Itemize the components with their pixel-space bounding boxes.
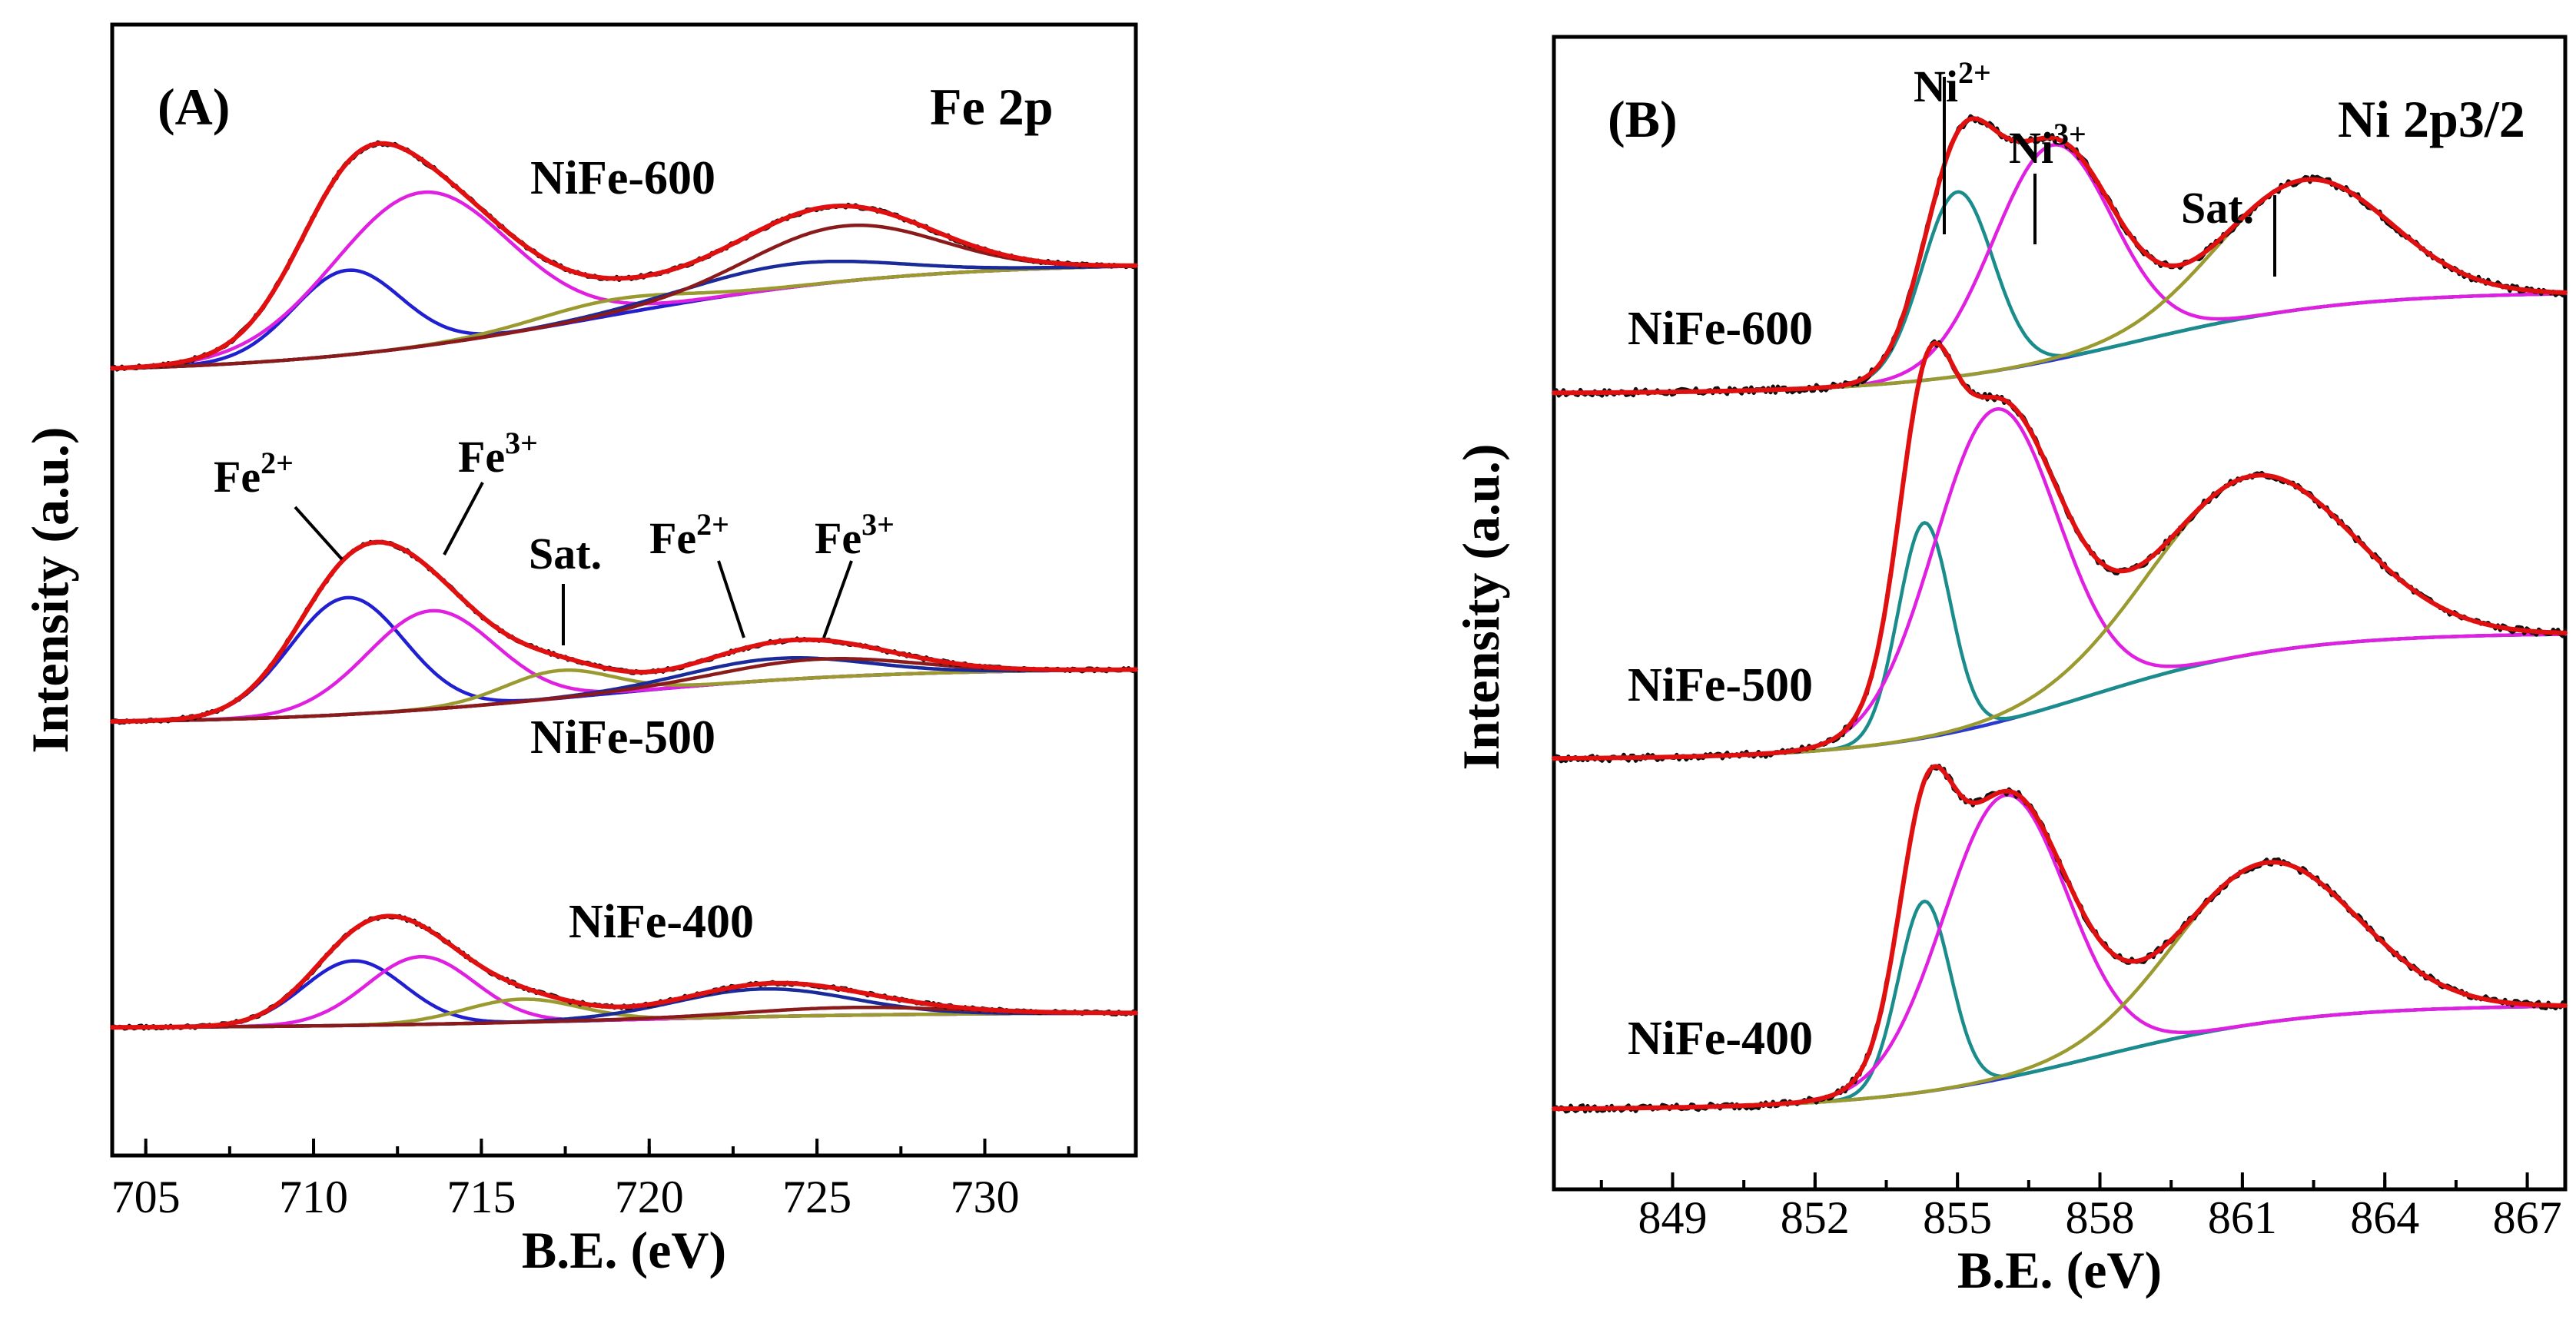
spectrum-NiFe-600 [110, 140, 1138, 372]
annotation-pointer [294, 506, 344, 561]
panel-b-ni2p: 849 852 855 858 861 864 867 (B) Ni 2p3/2 NiFe-… [1452, 35, 2568, 1299]
envelope-fit [1552, 764, 2568, 1112]
annotation-base: Fe [458, 432, 505, 482]
panel-b-annotation-sat: Sat. [2181, 183, 2276, 277]
panel-a-sample-label-400: NiFe-400 [569, 896, 754, 948]
x-tick-label: 715 [446, 1172, 516, 1222]
envelope-fit [1552, 116, 2568, 396]
svg-text:Ni3+: Ni3+ [2009, 117, 2086, 173]
panel-a-frame [110, 22, 1138, 1158]
annotation-base: Fe [214, 452, 261, 502]
panel-a-y-axis-title: Intensity (a.u.) [21, 426, 79, 753]
panel-b-sample-label-600: NiFe-600 [1628, 303, 1813, 355]
x-tick-label: 861 [2208, 1192, 2277, 1243]
svg-text:Fe3+: Fe3+ [815, 507, 895, 563]
component-peak-sat- [1552, 177, 2568, 395]
panel-a-annotation-sat: Sat. [529, 529, 602, 645]
svg-text:Fe2+: Fe2+ [649, 507, 729, 563]
x-tick-label: 855 [1923, 1192, 1992, 1243]
envelope-fit [110, 141, 1138, 371]
x-tick-label: 710 [279, 1172, 348, 1222]
x-tick-label: 864 [2350, 1192, 2419, 1243]
envelope-fit [110, 914, 1138, 1030]
svg-text:Fe3+: Fe3+ [458, 426, 538, 482]
spectrum-NiFe-500 [110, 539, 1138, 725]
panel-b-plot-area [1552, 114, 2568, 1114]
annotation-base: Ni [2009, 123, 2053, 173]
annotation-pointer [443, 482, 484, 555]
x-tick-label: 705 [111, 1172, 181, 1222]
component-peak-ni2- [1552, 899, 2568, 1111]
panel-b-element-title: Ni 2p3/2 [2338, 90, 2525, 148]
annotation-superscript: 3+ [505, 426, 538, 460]
panel-b-sample-label-500: NiFe-500 [1628, 659, 1813, 711]
panel-a-x-ticks: 705 710 715 720 725 730 [111, 1139, 1071, 1222]
spectrum-NiFe-400 [110, 914, 1138, 1031]
annotation-superscript: 3+ [861, 507, 895, 542]
annotation-superscript: 3+ [2053, 117, 2086, 151]
background-curve [110, 264, 1138, 371]
panel-b-x-ticks: 849 852 855 858 861 864 867 [1599, 1172, 2562, 1243]
annotation-pointer [822, 560, 853, 638]
panel-b-annotation-ni2: Ni2+ [1914, 55, 1991, 234]
x-tick-label: 720 [615, 1172, 684, 1222]
annotation-base: Fe [649, 513, 696, 563]
svg-text:Fe2+: Fe2+ [214, 446, 294, 502]
x-tick-label: 725 [782, 1172, 851, 1222]
panel-b-frame [1552, 35, 2568, 1192]
annotation-superscript: 2+ [696, 507, 729, 542]
x-tick-label: 849 [1638, 1192, 1707, 1243]
panel-b-annotation-ni3: Ni3+ [2009, 117, 2086, 244]
component-peak-fe2-2p3-2 [110, 264, 1138, 371]
annotation-superscript: 2+ [1958, 55, 1991, 90]
panel-b-y-axis-title: Intensity (a.u.) [1452, 443, 1510, 770]
component-peak-sat- [1552, 860, 2568, 1111]
panel-a-element-title: Fe 2p [930, 78, 1054, 136]
panel-a-fe2p: 705 710 715 720 725 730 (A) Fe 2p NiFe-600 Ni… [21, 22, 1138, 1279]
spectrum-NiFe-600 [1552, 114, 2568, 398]
svg-text:Ni2+: Ni2+ [1914, 55, 1991, 111]
component-peak-fe3-2p1-2 [110, 223, 1138, 371]
component-peak-fe2-2p3-2 [110, 595, 1138, 724]
annotation-base: Sat. [2181, 183, 2254, 233]
panel-a-annotation-fe3-left: Fe3+ [443, 426, 538, 555]
component-peak-ni2- [1552, 190, 2568, 395]
panel-a-annotation-fe2-left: Fe2+ [214, 446, 344, 561]
x-tick-label: 867 [2493, 1192, 2562, 1243]
envelope-fit [1552, 340, 2568, 761]
envelope-fit [110, 539, 1138, 724]
panel-a-sample-label-500: NiFe-500 [530, 711, 715, 764]
spectrum-NiFe-400 [1552, 764, 2568, 1114]
component-peak-fe2-2p3-2 [110, 959, 1138, 1030]
annotation-base: Ni [1914, 61, 1958, 111]
panel-a-sample-label-600: NiFe-600 [530, 152, 715, 204]
panel-a-label: (A) [158, 78, 230, 136]
annotation-pointer [717, 560, 745, 638]
panel-a-annotation-fe3-right: Fe3+ [815, 507, 895, 638]
panel-b-sample-label-400: NiFe-400 [1628, 1013, 1813, 1065]
panel-a-x-axis-title: B.E. (eV) [522, 1221, 726, 1279]
annotation-base: Fe [815, 513, 861, 563]
panel-b-x-axis-title: B.E. (eV) [1957, 1241, 2162, 1299]
x-tick-label: 858 [2066, 1192, 2135, 1243]
annotation-superscript: 2+ [261, 446, 294, 480]
x-tick-label: 852 [1781, 1192, 1850, 1243]
raw-spectrum [110, 539, 1138, 725]
panel-b-label: (B) [1608, 90, 1678, 148]
panel-a-plot-area [110, 140, 1138, 1031]
component-peak-ni2- [1552, 521, 2568, 761]
spectrum-NiFe-500 [1552, 339, 2568, 764]
component-peak-sat- [110, 264, 1138, 371]
panel-a-annotation-fe2-right: Fe2+ [649, 507, 745, 638]
x-tick-label: 730 [950, 1172, 1019, 1222]
annotation-base: Sat. [529, 529, 602, 579]
